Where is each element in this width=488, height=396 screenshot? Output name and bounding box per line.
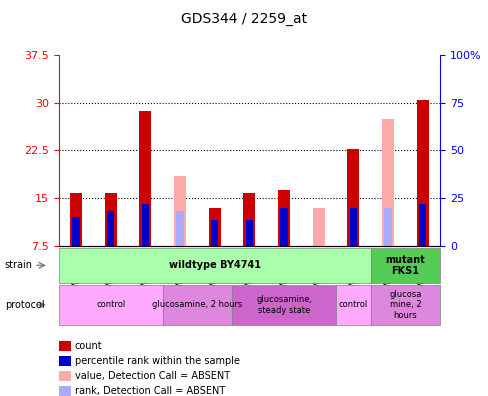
Bar: [280, 208, 287, 246]
Bar: [72, 217, 80, 246]
Text: value, Detection Call = ABSENT: value, Detection Call = ABSENT: [75, 371, 229, 381]
Bar: [208, 208, 220, 246]
Text: count: count: [75, 341, 102, 351]
Bar: [381, 119, 393, 246]
Bar: [142, 204, 149, 246]
Text: control: control: [338, 301, 367, 309]
Text: strain: strain: [5, 260, 33, 270]
Bar: [243, 193, 255, 246]
Text: glucosamine, 2 hours: glucosamine, 2 hours: [152, 301, 242, 309]
Bar: [349, 208, 356, 246]
Bar: [418, 204, 426, 246]
Bar: [70, 193, 82, 246]
Text: GDS344 / 2259_at: GDS344 / 2259_at: [181, 12, 307, 26]
Text: glucosamine,
steady state: glucosamine, steady state: [256, 295, 311, 314]
Bar: [277, 190, 289, 246]
Bar: [107, 211, 114, 246]
Bar: [346, 149, 359, 246]
Bar: [416, 100, 428, 246]
Text: control: control: [96, 301, 125, 309]
Bar: [176, 211, 183, 246]
Bar: [104, 193, 117, 246]
Bar: [384, 208, 391, 246]
Text: wildtype BY4741: wildtype BY4741: [168, 260, 260, 270]
Bar: [312, 208, 324, 246]
Bar: [211, 220, 218, 246]
Bar: [174, 176, 186, 246]
Bar: [245, 220, 252, 246]
Bar: [139, 110, 151, 246]
Text: rank, Detection Call = ABSENT: rank, Detection Call = ABSENT: [75, 386, 224, 396]
Text: percentile rank within the sample: percentile rank within the sample: [75, 356, 239, 366]
Text: mutant
FKS1: mutant FKS1: [385, 255, 425, 276]
Text: protocol: protocol: [5, 300, 44, 310]
Text: glucosa
mine, 2
hours: glucosa mine, 2 hours: [388, 290, 421, 320]
